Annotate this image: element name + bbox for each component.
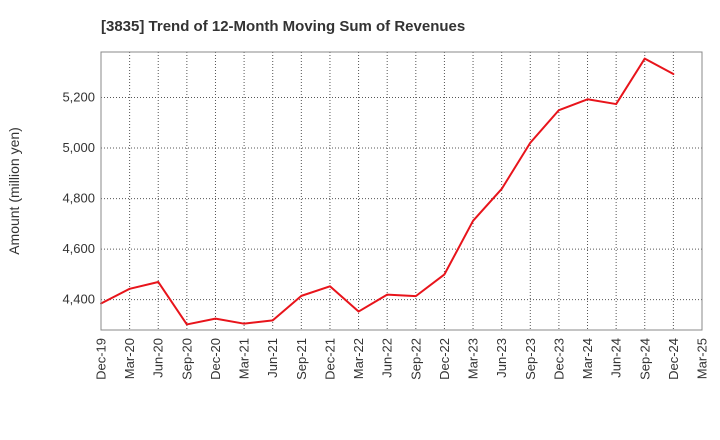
x-tick-label: Dec-24 (666, 338, 681, 380)
x-tick-label: Dec-21 (322, 338, 337, 380)
x-tick-label: Sep-21 (294, 338, 309, 380)
y-axis-label: Amount (million yen) (6, 127, 22, 255)
series (100, 57, 675, 326)
x-tick-label: Mar-23 (466, 338, 481, 379)
x-tick-label: Sep-22 (408, 338, 423, 380)
x-tick-label: Sep-23 (523, 338, 538, 380)
x-tick-label: Dec-20 (208, 338, 223, 380)
plot-frame (100, 51, 703, 331)
x-tick-label: Jun-24 (609, 338, 624, 378)
x-tick-label: Dec-22 (437, 338, 452, 380)
revenue-series-line (100, 57, 675, 326)
x-tick-label: Dec-23 (551, 338, 566, 380)
y-tick-label: 5,000 (62, 140, 95, 155)
x-tick-label: Sep-24 (637, 338, 652, 380)
x-tick-label: Jun-22 (380, 338, 395, 378)
x-tick-label: Mar-20 (122, 338, 137, 379)
y-tick-label: 4,600 (62, 241, 95, 256)
y-tick-label: 4,800 (62, 191, 95, 206)
x-tick-label: Jun-21 (265, 338, 280, 378)
y-tick-label: 4,400 (62, 292, 95, 307)
x-tick-label: Mar-22 (351, 338, 366, 379)
tick-labels: 4,400 4,600 4,800 5,000 5,200 Dec-19 Mar-20 Jun… (62, 89, 709, 379)
x-tick-label: Jun-23 (494, 338, 509, 378)
x-tick-label: Jun-20 (151, 338, 166, 378)
chart-title: [3835] Trend of 12-Month Moving Sum of R… (101, 18, 465, 35)
grid (101, 52, 702, 330)
x-tick-label: Mar-24 (580, 338, 595, 379)
y-tick-label: 5,200 (62, 89, 95, 104)
x-tick-label: Sep-20 (179, 338, 194, 380)
x-tick-label: Mar-21 (237, 338, 252, 379)
x-tick-label: Mar-25 (695, 338, 710, 379)
x-tick-label: Dec-19 (94, 338, 109, 380)
